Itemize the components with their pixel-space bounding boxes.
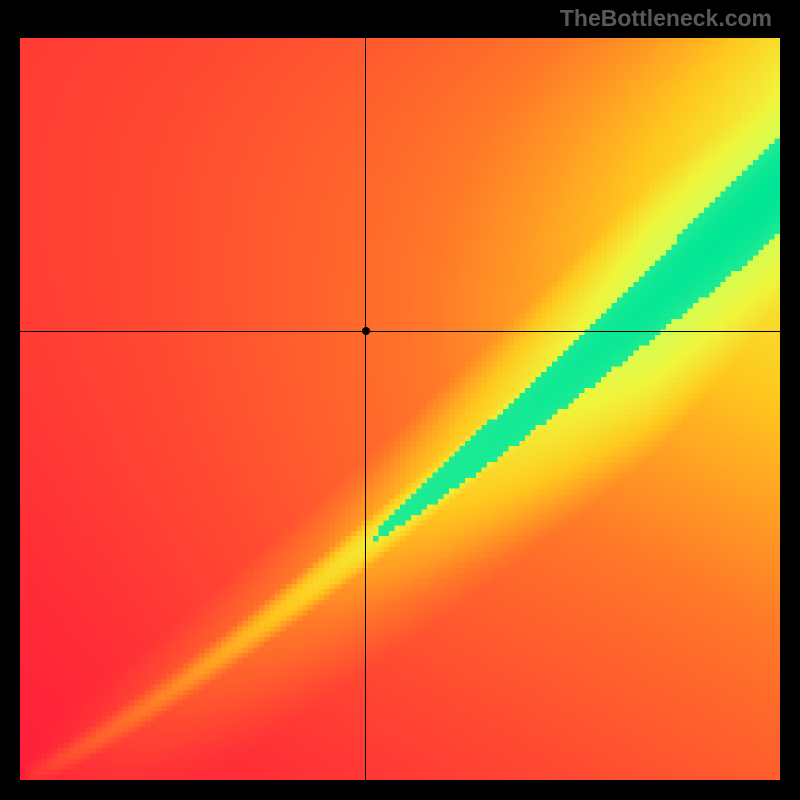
watermark-text: TheBottleneck.com [560, 5, 772, 32]
heatmap-plot [20, 38, 780, 780]
crosshair-vertical [365, 38, 366, 780]
crosshair-dot [362, 327, 370, 335]
heatmap-canvas [20, 38, 780, 780]
crosshair-horizontal [20, 331, 780, 332]
